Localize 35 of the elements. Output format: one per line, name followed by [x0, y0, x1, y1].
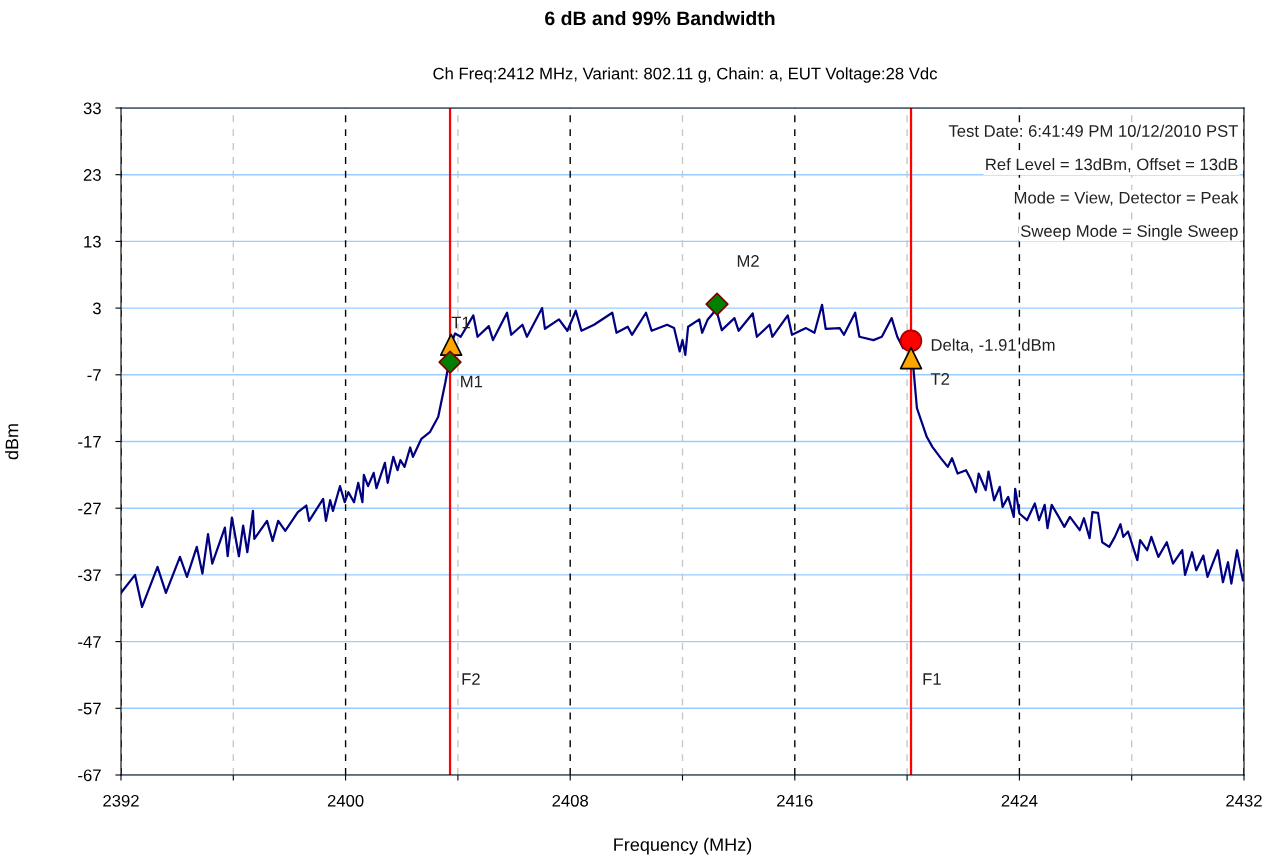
- x-tick-label: 2392: [103, 794, 139, 807]
- y-tick-label: -27: [78, 502, 101, 515]
- x-tick-label: 2408: [552, 794, 589, 807]
- chart-title: 6 dB and 99% Bandwidth: [545, 10, 775, 26]
- x-tick-label: 2416: [777, 794, 813, 807]
- x-tick-label: 2424: [1001, 794, 1038, 807]
- series-label: Delta, -1.91 dBm: [931, 338, 1055, 353]
- y-tick-label: -7: [87, 369, 101, 381]
- x-tick-label: 2400: [327, 794, 364, 807]
- annotation: Sweep Mode = Single Sweep: [1020, 224, 1238, 241]
- x-tick-label: 2432: [1226, 794, 1262, 807]
- chart-subtitle: Ch Freq:2412 MHz, Variant: 802.11 g, Chain: a, EUT Voltage:28 Vdc: [433, 67, 938, 83]
- point: [899, 329, 923, 353]
- x-axis-title: Frequency (MHz): [614, 837, 752, 855]
- y-tick-label: -67: [78, 769, 101, 782]
- series-label: M1: [461, 375, 483, 388]
- annotation: Ref Level = 13dBm, Offset = 13dB: [986, 158, 1238, 173]
- y-tick-label: 33: [83, 102, 101, 115]
- series-label: T2: [930, 373, 950, 385]
- ref-line-label: F1: [923, 673, 941, 685]
- y-tick-label: 3: [92, 302, 101, 315]
- y-tick-label: 23: [83, 169, 101, 181]
- annotation: Test Date: 6:41:49 PM 10/12/2010 PST: [948, 124, 1239, 137]
- y-tick-label: 13: [84, 235, 101, 248]
- point: [899, 346, 923, 370]
- y-axis-title: dBm: [5, 424, 19, 460]
- point: [705, 292, 729, 316]
- ref-line-label: F2: [462, 673, 480, 685]
- point: [438, 350, 462, 374]
- y-tick-label: -17: [78, 436, 101, 448]
- y-tick-label: -47: [78, 636, 101, 648]
- text: M2: [737, 255, 759, 267]
- annotation: Mode = View, Detector = Peak: [1014, 191, 1239, 206]
- y-tick-label: -37: [78, 569, 101, 582]
- y-tick-label: -57: [78, 702, 101, 715]
